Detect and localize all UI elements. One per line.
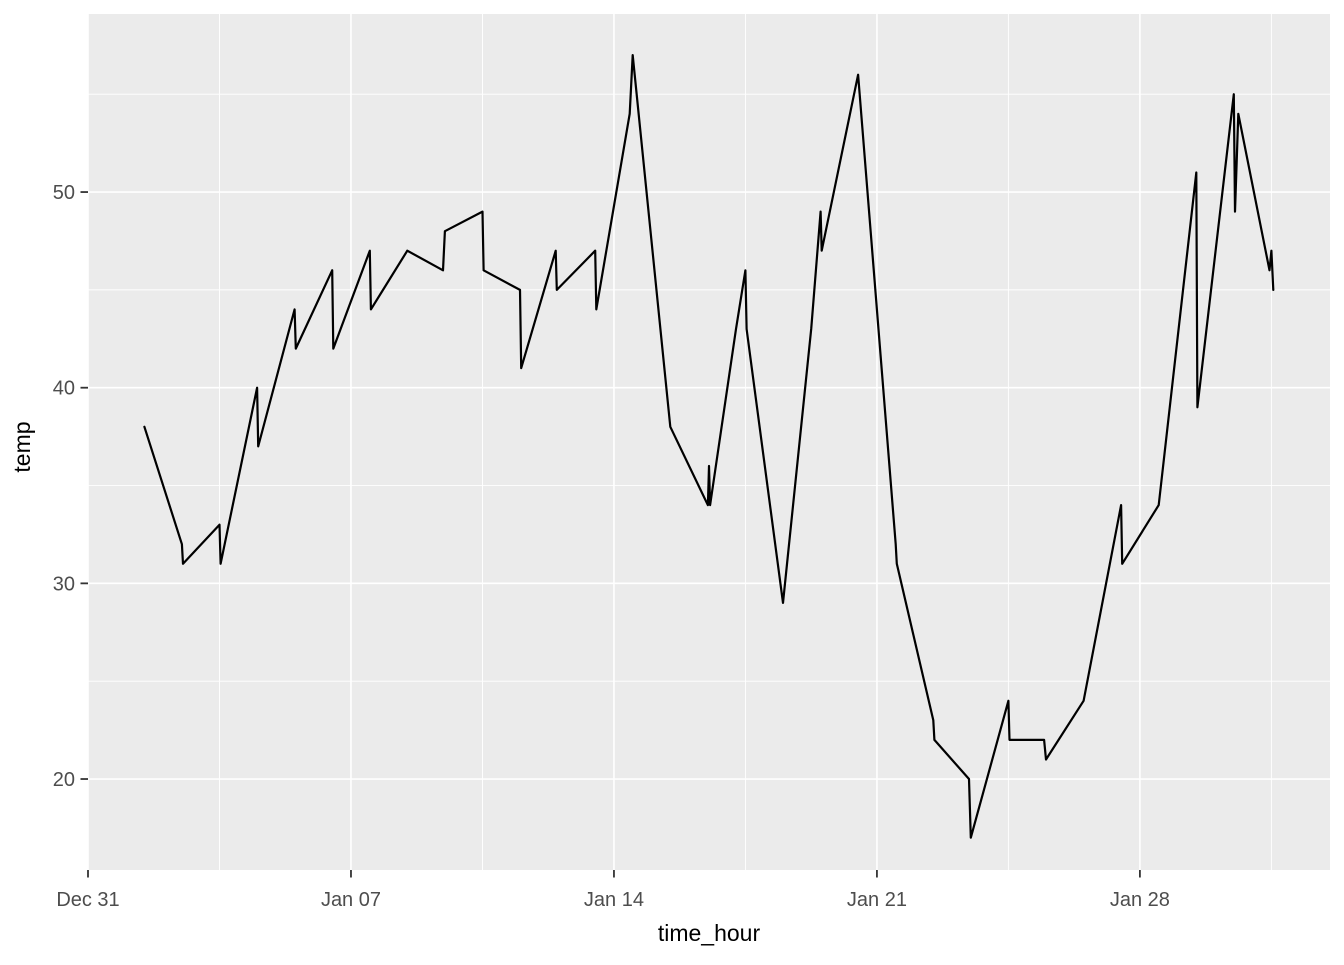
y-tick-label: 40 (53, 378, 75, 400)
temp-line-series (143, 54, 1275, 839)
x-tick-label: Jan 07 (321, 889, 381, 911)
x-tick-labels: Dec 31 Jan 07 Jan 14 Jan 21 Jan 28 (56, 889, 1170, 911)
major-gridlines (87, 14, 1330, 870)
plot-panel (88, 14, 1330, 870)
x-tick-label: Jan 14 (584, 889, 644, 911)
x-tick-label: Jan 28 (1110, 889, 1170, 911)
y-tick-label: 30 (53, 573, 75, 595)
y-tick-labels: 20 30 40 50 (53, 182, 75, 791)
y-tick-label: 50 (53, 182, 75, 204)
axis-tick-marks (80, 191, 1141, 878)
y-tick-label: 20 (53, 769, 75, 791)
y-axis-title: temp (9, 421, 35, 472)
x-axis-title: time_hour (658, 920, 761, 946)
x-tick-label: Dec 31 (56, 889, 119, 911)
x-tick-label: Jan 21 (847, 889, 907, 911)
